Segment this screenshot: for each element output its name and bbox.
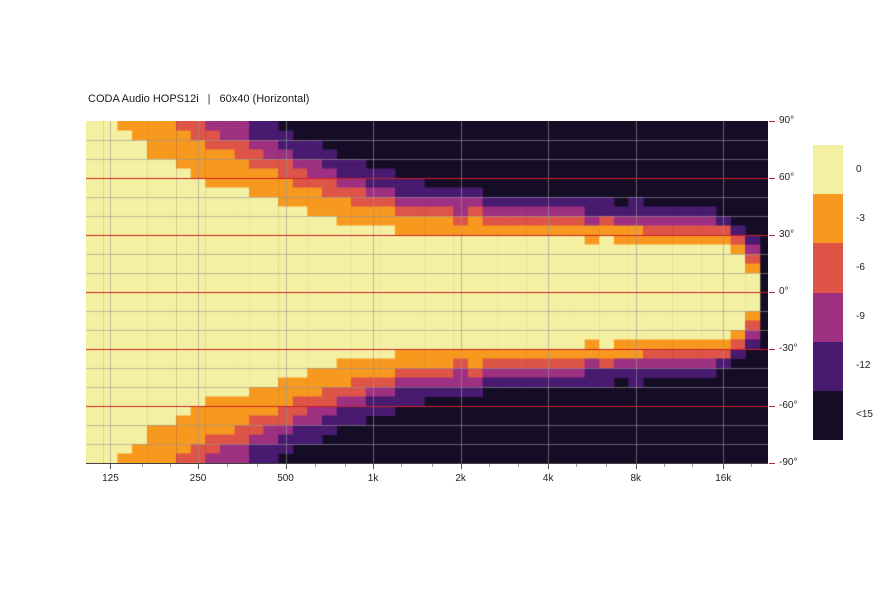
x-axis-minor-tick [576, 464, 578, 467]
color-scale-label: <15 [856, 409, 873, 421]
x-axis-minor-tick [344, 464, 346, 467]
color-scale-label: -9 [856, 311, 865, 323]
x-axis-minor-tick [751, 464, 753, 467]
title-model: CODA Audio HOPS12i [88, 93, 199, 105]
heatmap-canvas [86, 121, 768, 463]
color-scale-label: 0 [856, 163, 862, 175]
title-config: 60x40 (Horizontal) [219, 93, 310, 105]
x-axis-label: 1k [367, 473, 379, 484]
x-axis-label: 2k [455, 473, 466, 484]
y-axis-label: 30° [779, 229, 795, 240]
y-axis-label: 0° [779, 286, 789, 297]
x-axis-tick [635, 464, 637, 469]
y-axis-tick [769, 292, 775, 293]
y-axis-label: 60° [779, 172, 795, 183]
x-axis-label: 16k [715, 473, 732, 484]
x-axis-minor-tick [605, 464, 607, 467]
x-axis-tick [285, 464, 287, 469]
x-axis-minor-tick [692, 464, 694, 467]
y-axis-tick [769, 178, 775, 179]
x-axis-tick [548, 464, 550, 469]
color-scale-label: -6 [856, 261, 865, 273]
x-axis-minor-tick [141, 464, 143, 467]
x-axis-minor-tick [227, 464, 229, 467]
x-axis-minor-tick [314, 464, 316, 467]
x-axis-tick [460, 464, 462, 469]
y-axis-label: -90° [779, 457, 798, 468]
x-axis-tick [723, 464, 725, 469]
x-axis-minor-tick [488, 464, 490, 467]
y-axis-label: -30° [779, 343, 798, 354]
color-scale-segment [813, 341, 843, 392]
x-axis-minor-tick [401, 464, 403, 467]
x-axis-minor-tick [518, 464, 519, 467]
plot-area: 125 250 500 1k 2k 4k 8k 16k [86, 121, 768, 484]
color-scale-label: -3 [856, 212, 865, 224]
color-scale-segment [813, 243, 843, 293]
x-axis-label: 8k [630, 473, 641, 484]
x-axis-minor-tick [432, 464, 434, 467]
x-axis-label: 125 [102, 473, 119, 484]
color-scale-segment [813, 194, 843, 244]
y-axis-label: -60° [779, 400, 798, 411]
color-scale-segment [813, 292, 843, 343]
color-scale-legend [813, 145, 843, 441]
x-axis-label: 4k [542, 473, 554, 484]
page-title: CODA Audio HOPS12i | 60x40 (Horizontal) [88, 93, 309, 105]
x-axis-tick [110, 464, 112, 469]
y-axis-tick [769, 121, 775, 122]
color-scale-segment [813, 390, 843, 441]
x-axis-tick [373, 464, 375, 469]
x-axis-tick [197, 464, 199, 469]
y-axis-tick [769, 463, 775, 464]
y-axis-tick [769, 406, 775, 407]
x-axis-minor-tick [663, 464, 665, 467]
y-axis-tick [769, 235, 775, 236]
y-axis-tick [769, 349, 775, 350]
title-separator: | [207, 93, 211, 105]
x-axis-label: 500 [277, 473, 294, 484]
color-scale-label: -12 [856, 360, 871, 372]
y-axis-label: 90° [779, 115, 795, 126]
color-scale-segment [813, 145, 843, 195]
x-axis-label: 250 [189, 473, 207, 484]
x-axis-minor-tick [169, 464, 171, 467]
x-axis-minor-tick [257, 464, 259, 467]
